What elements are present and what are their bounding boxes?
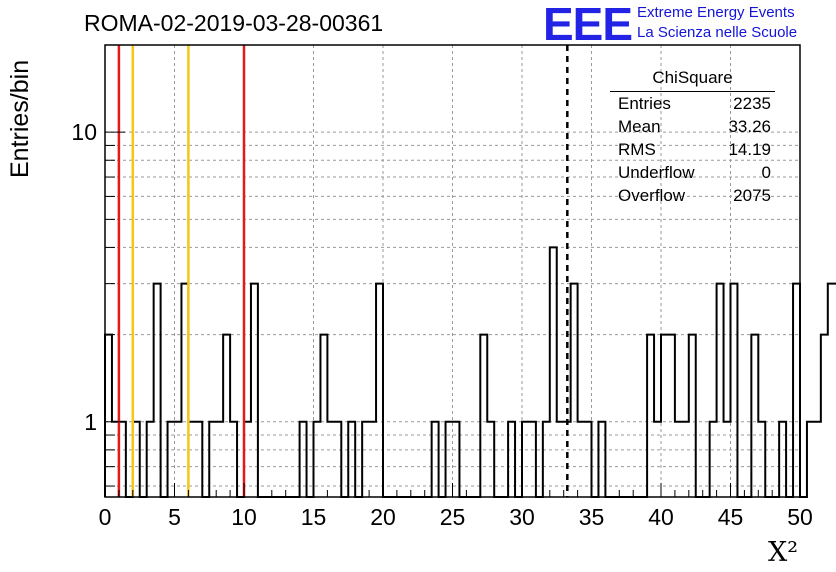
x-tick-label: 20 [370,504,396,530]
logo-line-2: La Scienza nelle Scuole [637,24,798,41]
x-axis-label: X² [768,537,799,568]
x-tick-label: 30 [509,504,535,530]
stats-title: ChiSquare [610,68,775,92]
stats-label: Mean [618,117,661,136]
stats-value: 14.19 [728,140,771,159]
x-tick-label: 15 [301,504,327,530]
stats-label: Underflow [618,163,695,182]
x-tick-label: 50 [787,504,813,530]
x-tick-label: 40 [648,504,674,530]
histogram-steps [104,246,836,498]
y-axis-label: Entries/bin [6,59,34,178]
stats-label: Entries [618,94,671,113]
stats-row-overflow: Overflow 2075 [610,184,775,207]
stats-value: 2235 [733,94,771,113]
x-tick-label: 25 [440,504,466,530]
x-tick-label: 10 [231,504,257,530]
logo-caption: Extreme Energy Events La Scienza nelle S… [637,3,797,43]
stats-box: ChiSquare Entries 2235 Mean 33.26 RMS 14… [610,68,775,207]
eee-logo: EEE [543,0,633,50]
stats-row-mean: Mean 33.26 [610,115,775,138]
x-tick-label: 35 [579,504,605,530]
stats-row-rms: RMS 14.19 [610,138,775,161]
stats-label: RMS [618,140,656,159]
stats-row-underflow: Underflow 0 [610,161,775,184]
logo-line-1: Extreme Energy Events [637,4,795,21]
stats-value: 2075 [733,186,771,205]
stats-value: 33.26 [728,117,771,136]
y-tick-label: 1 [84,409,97,435]
x-tick-label: 0 [99,504,112,530]
x-tick-label: 45 [718,504,744,530]
run-title: ROMA-02-2019-03-28-00361 [84,10,384,36]
x-tick-label: 5 [168,504,181,530]
y-tick-label: 10 [71,119,97,145]
stats-value: 0 [761,163,771,182]
stats-label: Overflow [618,186,686,205]
stats-row-entries: Entries 2235 [610,92,775,115]
